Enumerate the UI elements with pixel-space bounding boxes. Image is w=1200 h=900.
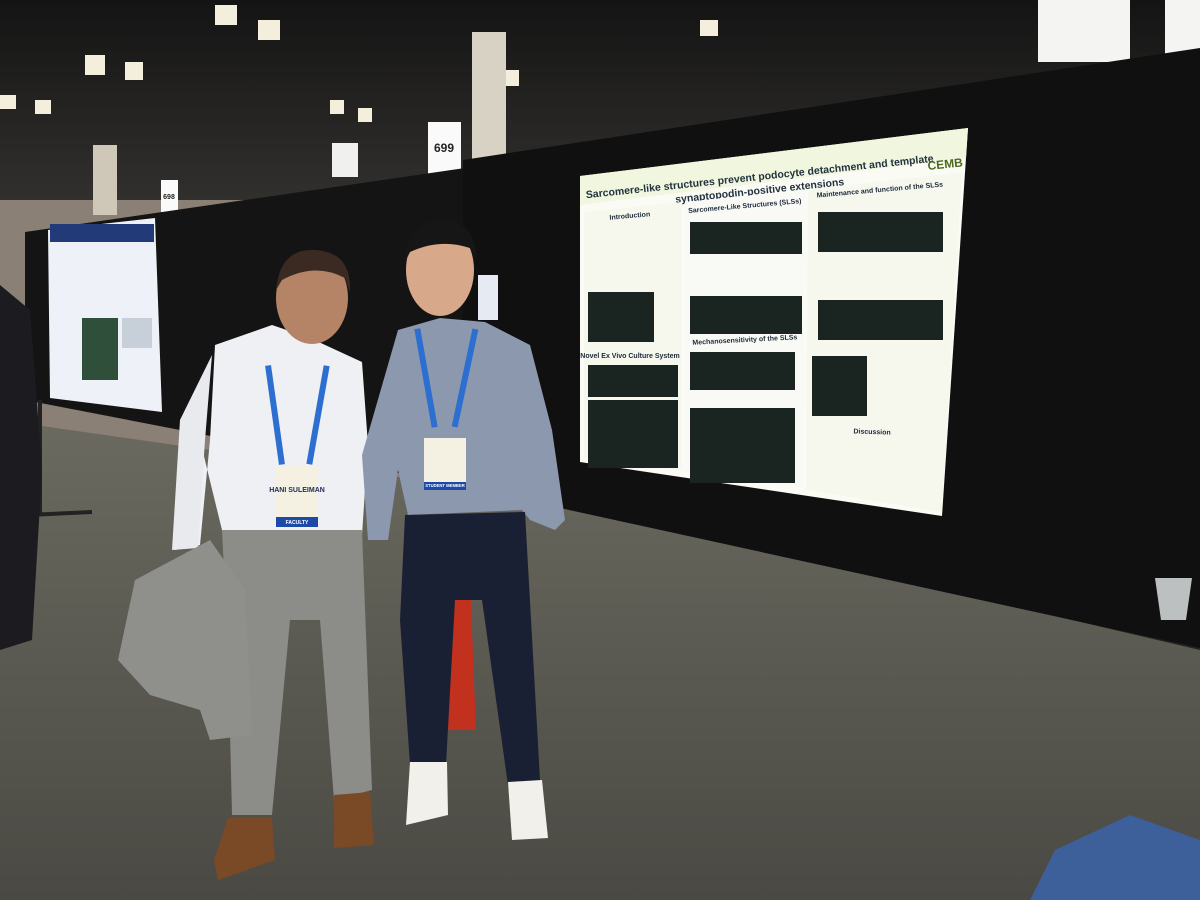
shirt [362,318,565,540]
light [330,100,344,114]
light [505,70,519,86]
pants [222,530,372,815]
booth-number: 698 [163,194,175,201]
shoe [214,818,275,880]
figure [588,292,654,342]
light [258,20,280,40]
lanyard [265,365,285,465]
badge-footer [424,482,466,490]
traffic-post [448,580,476,730]
booth-number: 699 [434,141,454,155]
light [0,95,16,109]
pillar [93,145,117,215]
side-poster-figure [122,318,152,348]
jacket [118,540,252,740]
lanyard [451,328,479,428]
side-poster-figure [82,318,118,380]
light [125,62,143,80]
light [85,55,105,75]
ceiling-sign [332,143,358,177]
light [358,108,372,122]
booth-sign [161,180,178,212]
badge [276,465,318,527]
section-heading: Introduction [609,211,650,222]
figure [818,212,943,252]
badge-role: FACULTY [286,520,309,526]
side-poster [48,218,162,412]
figure [690,408,795,483]
figure [690,352,795,390]
figure [812,356,867,416]
light [215,5,237,25]
poster-figures [588,212,943,483]
poster-header [580,128,968,205]
hair [276,249,351,292]
lanyard [414,328,438,428]
column [806,172,962,512]
figure [690,222,802,254]
light [700,20,718,36]
cup [1155,578,1192,620]
shoe [406,762,448,825]
figure [690,296,802,334]
poster-logo: CEMB [927,155,964,173]
bystander [0,285,42,650]
shoe [508,780,548,840]
arm [172,355,212,550]
person-right: STUDENT MEMBER [362,220,565,840]
hair [405,220,477,262]
shirt [175,325,368,550]
badge-role: STUDENT MEMBER [425,483,465,488]
section-heading: Discussion [853,428,891,436]
section-heading: Novel Ex Vivo Culture System [580,353,679,360]
pillar [472,32,506,162]
light [35,100,51,114]
booth-sign [428,122,461,174]
lanyard [306,365,330,465]
ceiling-lights [0,5,718,122]
head [276,252,348,344]
figure [818,300,943,340]
poster-number-tag [478,275,498,320]
shoe [334,792,374,848]
ceiling-sign [1038,0,1130,62]
side-poster-header [50,224,154,242]
pants [400,512,540,785]
person-left: HANI SULEIMAN FACULTY [118,249,374,880]
figure [588,365,678,397]
figure [588,400,678,468]
badge [424,438,466,490]
backpack [1030,815,1200,900]
badge-footer [276,517,318,527]
badge-name: HANI SULEIMAN [269,487,325,494]
